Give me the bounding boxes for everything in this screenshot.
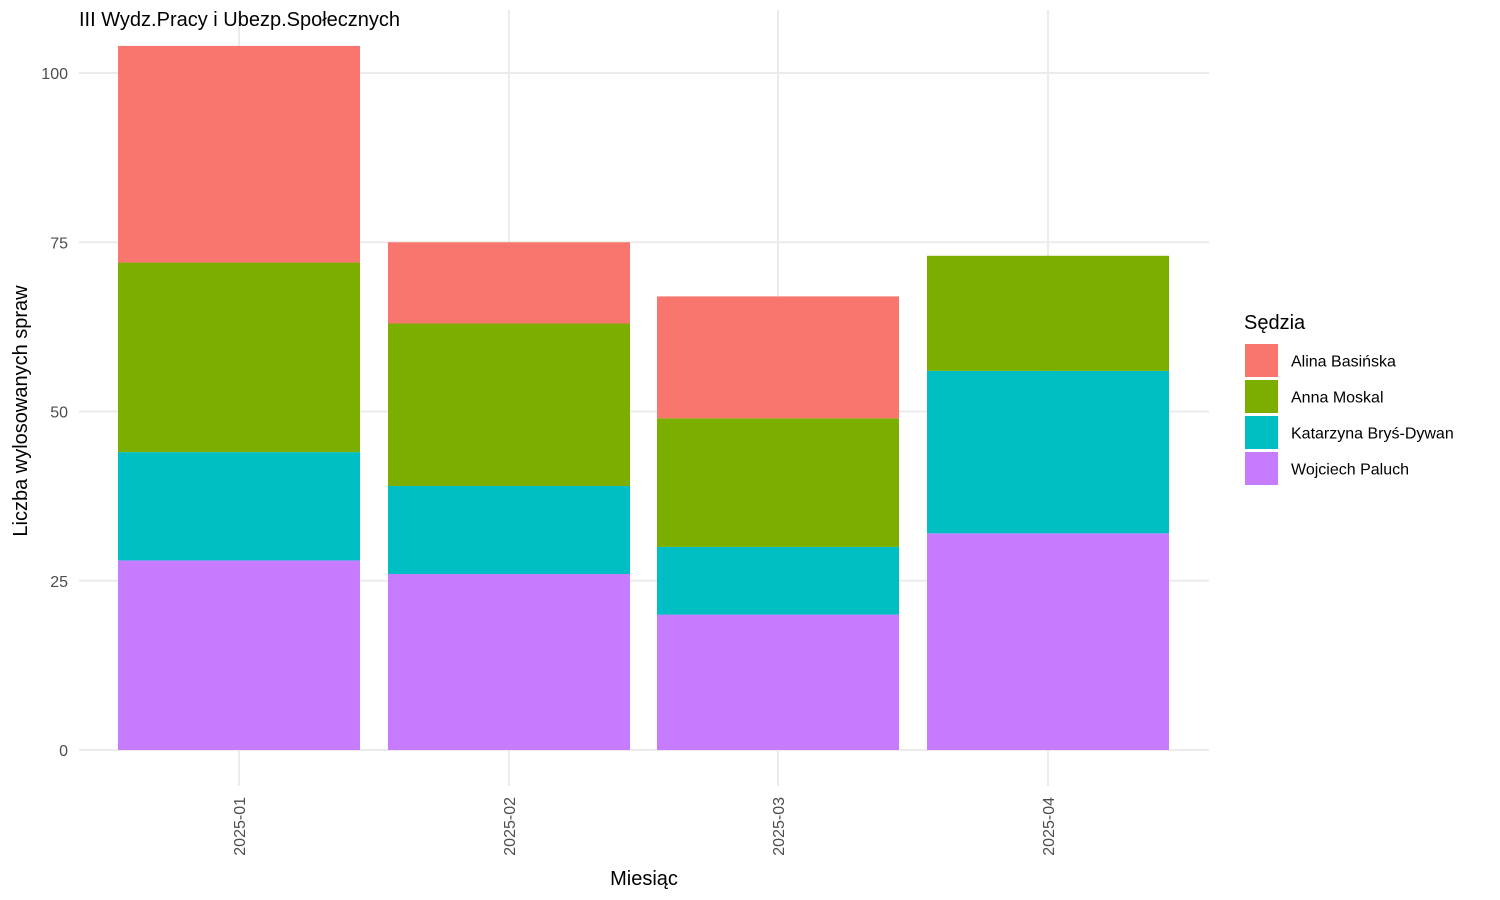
bar-segment [118,560,360,750]
bar-segment [118,45,360,263]
x-tick-label: 2025-03 [771,797,788,856]
bar-segment [927,533,1169,750]
y-tick-label: 75 [50,235,68,252]
y-tick-label: 50 [50,405,68,422]
y-tick-label: 0 [59,743,68,760]
bar-segment [657,296,899,419]
legend-label: Wojciech Paluch [1291,462,1409,479]
y-tick-label: 100 [41,66,68,83]
bar-segment [927,255,1169,371]
x-axis-ticks: 2025-01 2025-02 2025-03 2025-04 [232,797,1058,856]
y-axis-title: Liczba wylosowanych spraw [10,285,32,537]
x-tick-label: 2025-02 [502,797,519,856]
legend-key [1245,344,1278,377]
legend-key [1245,416,1278,449]
bar-segment [118,262,360,453]
x-tick-label: 2025-04 [1041,797,1058,856]
bar-segment [388,242,630,324]
bar-segment [388,573,630,750]
x-axis-title: Miesiąc [610,868,678,890]
bar-segment [118,452,360,561]
bar-segment [388,323,630,486]
legend-key [1245,452,1278,485]
bar-segment [657,418,899,547]
y-tick-label: 25 [50,574,68,591]
legend-label: Anna Moskal [1291,390,1384,407]
bar-segment [657,546,899,615]
bar-segment [927,370,1169,534]
bar-segments [118,45,1169,750]
chart-title: III Wydz.Pracy i Ubezp.Społecznych [79,9,400,31]
legend-key [1245,380,1278,413]
bar-segment [657,614,899,750]
bar-segment [388,485,630,574]
legend-label: Alina Basińska [1291,354,1396,371]
x-tick-label: 2025-01 [232,797,249,856]
y-axis-ticks: 0 25 50 75 100 [41,66,68,760]
legend-label: Katarzyna Bryś-Dywan [1291,426,1454,443]
legend: Sędzia Alina Basińska Anna Moskal Katarzyn… [1244,312,1454,485]
legend-title: Sędzia [1244,312,1306,334]
